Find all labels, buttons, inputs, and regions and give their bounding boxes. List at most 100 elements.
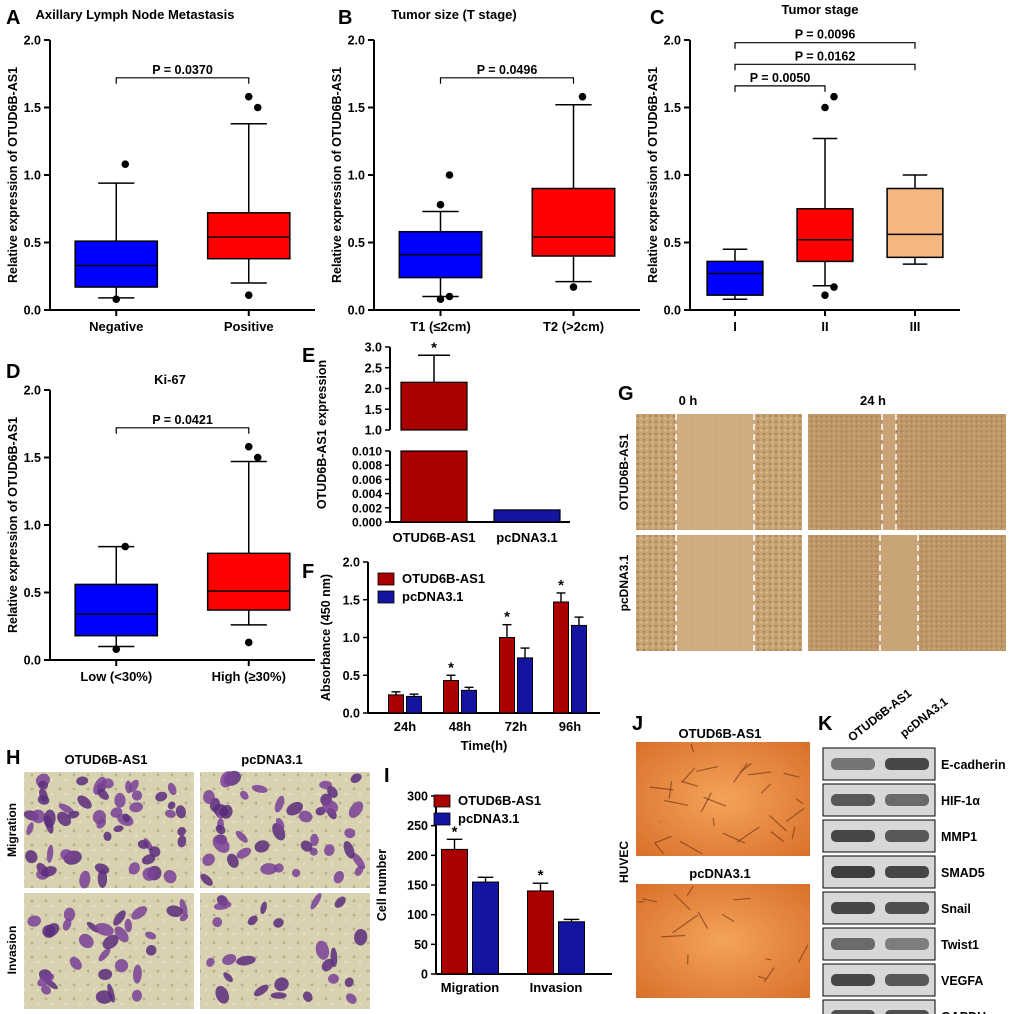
tube-segment <box>757 975 767 980</box>
k-blot-strips: E-cadherin HIF-1α MMP1 SMAD5 Snail Twist1 VEGF… <box>822 747 1006 1014</box>
y-tick-label: 0.000 <box>352 516 382 530</box>
bar-upper <box>400 381 468 431</box>
stained-cell <box>97 788 109 800</box>
blot-band <box>831 902 875 914</box>
stained-cell <box>37 973 55 987</box>
y-axis-label: Relative expression of OTUD6B-AS1 <box>6 417 20 633</box>
stained-cell <box>333 870 345 884</box>
j-side-label: HUVEC <box>617 841 631 883</box>
stained-cell <box>69 956 82 970</box>
panel-letter-f: F <box>302 561 314 583</box>
h-col-label: OTUD6B-AS1 <box>64 752 147 767</box>
stained-cell <box>253 984 269 997</box>
blot-band <box>885 974 929 986</box>
y-tick-label: 1.5 <box>664 101 681 115</box>
h-image-migration-pcdna <box>200 772 370 888</box>
blot-band <box>831 974 875 986</box>
stained-cell <box>114 926 129 943</box>
tube-segment <box>654 835 672 844</box>
stained-cell <box>310 833 319 846</box>
stained-cell <box>122 813 131 823</box>
h-row-label: Invasion <box>5 926 19 975</box>
tube-segment <box>673 893 691 911</box>
y-tick-label: 150 <box>407 879 428 893</box>
y-tick-label: 1.0 <box>365 424 382 438</box>
g-image-bottom-right <box>808 535 1006 651</box>
y-tick-label: 0.5 <box>24 586 41 600</box>
box-iqr <box>206 552 291 611</box>
x-tick-label: I <box>733 319 737 334</box>
y-axis-label: Absorbance (450 nm) <box>319 574 333 701</box>
chart-title: Ki-67 <box>154 372 186 387</box>
legend-label: OTUD6B-AS1 <box>402 571 485 586</box>
outlier-point <box>436 200 445 209</box>
significance-star: * <box>558 577 564 594</box>
panel-h-transwell: OTUD6B-AS1 pcDNA3.1 Migration Invasion <box>5 752 370 1009</box>
protein-label: E-cadherin <box>941 758 1006 772</box>
panel-letter-c: C <box>650 7 664 29</box>
bar <box>553 601 569 714</box>
chart-f-absorbance: Absorbance (450 nm) 0.0 0.5 1.0 1.5 2.0 24h 48h… <box>319 556 600 753</box>
x-tick-label: Low (<30%) <box>80 669 152 684</box>
y-tick-label: 1.5 <box>365 403 382 417</box>
stained-cell <box>354 928 368 946</box>
stained-cell <box>344 977 354 988</box>
x-tick-label: T1 (≤2cm) <box>410 319 471 334</box>
protein-label: Twist1 <box>941 938 979 952</box>
panel-letter-a: A <box>6 7 20 29</box>
stained-cell <box>38 780 49 790</box>
significance-bracket <box>115 77 250 84</box>
chart-title: Tumor size (T stage) <box>391 7 516 22</box>
bar <box>443 680 459 714</box>
stained-cell <box>79 870 91 889</box>
g-image-bottom-left <box>636 535 802 651</box>
stained-cell <box>273 918 284 928</box>
y-tick-label: 1.5 <box>343 593 360 607</box>
stained-cell <box>202 853 215 866</box>
blot-band <box>831 758 875 770</box>
bar <box>441 848 468 975</box>
significance-star: * <box>452 823 458 840</box>
panel-k-western-blot: OTUD6B-AS1 pcDNA3.1 E-cadherinHIF-1αMMP1… <box>822 686 1006 1014</box>
outlier-point <box>830 92 838 101</box>
stained-cell <box>132 964 142 984</box>
stained-cell <box>260 901 267 915</box>
stained-cell <box>212 917 223 928</box>
legend-label: OTUD6B-AS1 <box>458 793 541 808</box>
stained-cell <box>60 849 74 861</box>
outlier-point <box>121 160 130 168</box>
panel-letter-d: D <box>6 361 20 383</box>
box-iqr <box>531 187 616 257</box>
y-tick-label: 1.0 <box>24 519 41 533</box>
protein-label: GAPDH <box>941 1010 986 1014</box>
box-iqr <box>706 260 764 296</box>
stained-cell <box>315 807 326 816</box>
tube-segment <box>770 831 784 843</box>
stained-cell <box>220 771 235 788</box>
tube-segment <box>721 913 735 923</box>
stained-cell <box>179 898 188 917</box>
outlier-point <box>244 638 253 647</box>
stained-cell <box>200 873 213 886</box>
y-tick-label: 0.0 <box>343 707 360 721</box>
y-axis-label: Relative expression of OTUD6B-AS1 <box>646 67 660 283</box>
stained-cell <box>345 993 357 1004</box>
g-image-top-right <box>808 414 1006 530</box>
j-tube-network <box>637 743 809 983</box>
stained-cell <box>114 959 129 973</box>
p-value-label: P = 0.0496 <box>477 63 538 77</box>
j-image-label: pcDNA3.1 <box>689 866 750 881</box>
blot-band <box>885 758 929 770</box>
significance-bracket <box>734 42 916 49</box>
stained-cell <box>352 853 366 870</box>
stained-cell <box>166 905 183 917</box>
x-tick-label: Negative <box>89 319 143 334</box>
stained-cell <box>98 948 111 962</box>
stained-cell <box>94 922 114 936</box>
stained-cell <box>354 865 364 876</box>
tube-segment <box>785 807 805 823</box>
significance-star: * <box>431 339 437 356</box>
stained-cell <box>324 844 335 856</box>
stained-cell <box>76 776 89 786</box>
stained-cell <box>310 892 322 910</box>
